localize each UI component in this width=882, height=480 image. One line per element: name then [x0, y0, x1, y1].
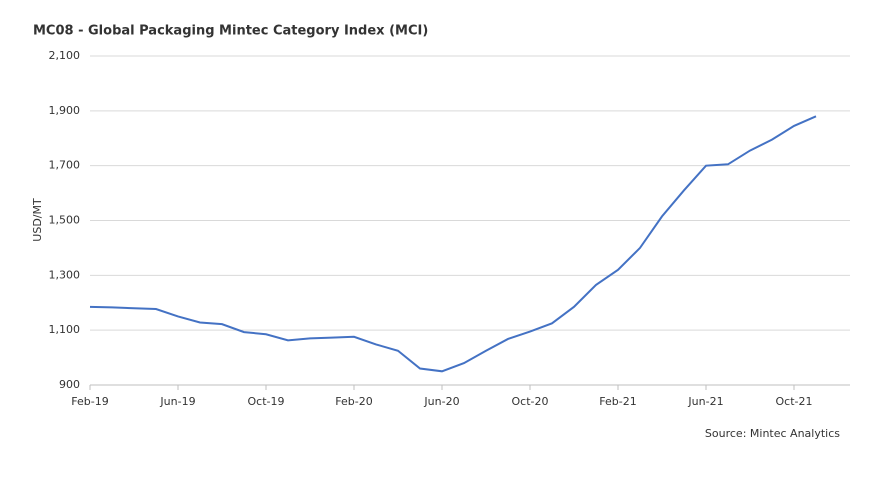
y-tick-label: 1,700: [49, 159, 81, 172]
x-tick-label: Oct-21: [776, 395, 813, 408]
x-tick-label: Feb-21: [599, 395, 636, 408]
chart-title: MC08 - Global Packaging Mintec Category …: [33, 24, 428, 39]
x-tick-label: Jun-20: [423, 395, 459, 408]
x-tick-label: Feb-19: [71, 395, 108, 408]
x-tick-label: Jun-19: [159, 395, 195, 408]
y-tick-label: 1,500: [49, 214, 81, 227]
y-tick-label: 2,100: [49, 49, 81, 62]
line: [89, 115, 817, 373]
x-tick-label: Feb-20: [335, 395, 372, 408]
x-tick-label: Oct-20: [512, 395, 549, 408]
x-tick-label: Jun-21: [687, 395, 723, 408]
y-tick-label: 1,900: [49, 104, 81, 117]
source: Source: Mintec Analytics: [705, 427, 840, 440]
y-axis-label: USD/MT: [31, 198, 44, 242]
y-tick-label: 900: [59, 378, 80, 391]
x-tick-label: Oct-19: [248, 395, 285, 408]
y-tick-label: 1,300: [49, 268, 81, 281]
y-tick-label: 1,100: [49, 323, 81, 336]
